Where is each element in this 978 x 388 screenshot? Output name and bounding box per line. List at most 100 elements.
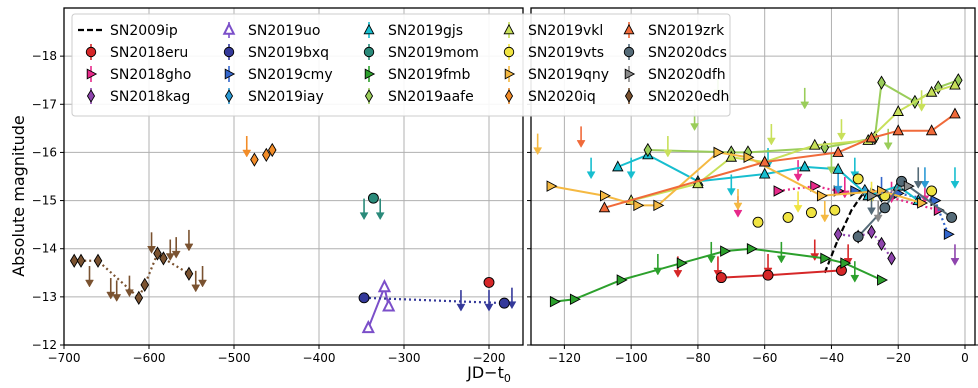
upper-limit <box>184 229 194 252</box>
upper-limit-head <box>165 253 175 262</box>
upper-limit <box>827 152 836 175</box>
upper-limit <box>125 275 134 298</box>
data-point <box>140 277 150 292</box>
data-point <box>692 177 704 189</box>
data-point <box>925 85 938 97</box>
legend-label: SN2019gjs <box>388 23 463 39</box>
data-point <box>715 272 727 284</box>
upper-limit-head <box>184 243 194 252</box>
upper-limit <box>171 237 181 259</box>
upper-limit-head <box>883 142 893 151</box>
upper-limit-head <box>950 181 960 189</box>
data-point <box>743 151 755 163</box>
series-SN2019fmb <box>549 241 888 308</box>
data-point <box>852 173 864 185</box>
data-point <box>833 227 843 242</box>
legend-label: SN2019uo <box>248 23 320 39</box>
legend-label: SN2020dfh <box>648 67 726 83</box>
legend-label: SN2020iq <box>528 89 596 105</box>
data-point <box>643 142 653 158</box>
data-point <box>892 105 904 116</box>
data-point <box>840 257 852 269</box>
legend-swatch <box>503 23 515 35</box>
legend-label: SN2019bxq <box>248 45 329 61</box>
upper-limit-head <box>950 258 960 266</box>
data-point <box>746 242 758 255</box>
data-point <box>382 298 396 312</box>
upper-limit <box>147 232 156 254</box>
data-point <box>616 274 628 286</box>
upper-limit-head <box>125 289 134 298</box>
legend-label: SN2019qny <box>528 67 609 83</box>
data-point <box>852 231 864 243</box>
data-point <box>267 142 277 158</box>
upper-limit <box>850 261 860 283</box>
upper-limit-head <box>112 294 122 302</box>
data-layer <box>69 73 963 334</box>
legend-item: SN2019zrk <box>623 22 725 39</box>
upper-limit-head <box>690 123 700 132</box>
y-tick-label: −15 <box>32 194 57 208</box>
series-SN2018kag <box>833 224 960 266</box>
upper-limit-head <box>484 303 494 312</box>
upper-limit <box>766 123 776 146</box>
data-point <box>832 162 844 174</box>
data-point <box>752 216 764 228</box>
legend-item: SN2020edh <box>624 88 729 105</box>
upper-limit-head <box>533 147 543 156</box>
data-point <box>725 150 738 162</box>
data-point <box>633 199 645 212</box>
legend-label: SN2019vkl <box>528 23 603 39</box>
series-SN2019zrk <box>576 107 961 213</box>
data-point <box>69 253 79 268</box>
legend-item: SN2018gho <box>86 66 191 83</box>
legend-label: SN2019zrk <box>648 23 725 39</box>
panel-frames <box>63 7 976 346</box>
upper-limit <box>873 201 883 223</box>
panel-frame-right <box>530 7 976 346</box>
upper-limit-head <box>820 214 830 223</box>
x-tick-label: −80 <box>685 351 710 365</box>
series-SN2020dfh <box>867 180 915 223</box>
series-SN2020edh <box>69 229 207 305</box>
legend-swatch <box>86 89 96 103</box>
data-point <box>773 185 785 197</box>
data-point <box>76 253 86 268</box>
legend-swatch <box>222 22 236 35</box>
data-point <box>805 207 817 219</box>
data-point <box>653 199 665 212</box>
legend-label: SN2020edh <box>648 89 729 105</box>
upper-limit-head <box>85 279 94 288</box>
upper-limit-head <box>733 209 743 218</box>
upper-limit <box>456 290 466 312</box>
data-point <box>250 152 259 167</box>
ticks: −700 −600 −500 −400 −300 −200−12−13−14−15−16−… <box>32 49 978 365</box>
data-point <box>810 180 822 192</box>
series-SN2019bxq <box>358 287 517 312</box>
upper-limit-head <box>867 207 876 216</box>
upper-limit-head <box>663 149 673 158</box>
upper-limit <box>913 167 923 189</box>
data-point <box>917 197 929 209</box>
data-point <box>946 211 958 223</box>
upper-limit <box>359 198 369 221</box>
upper-limit-head <box>873 214 883 223</box>
series-SN2019uo <box>361 278 396 334</box>
upper-limit <box>85 266 94 288</box>
legend-item: SN2019mom <box>363 44 479 61</box>
data-point <box>546 180 558 192</box>
legend-label: SN2020dcs <box>648 45 727 61</box>
legend-swatch <box>624 89 634 103</box>
upper-limit-head <box>800 101 810 110</box>
data-point <box>798 160 811 172</box>
upper-limit <box>198 266 207 288</box>
series-line <box>721 269 842 279</box>
data-point <box>377 278 392 293</box>
data-point <box>367 192 379 204</box>
legend-item: SN2019aafe <box>364 88 474 105</box>
legend-frame <box>71 13 731 117</box>
upper-limit <box>726 174 736 197</box>
y-axis-label: Absolute magnitude <box>9 115 28 277</box>
